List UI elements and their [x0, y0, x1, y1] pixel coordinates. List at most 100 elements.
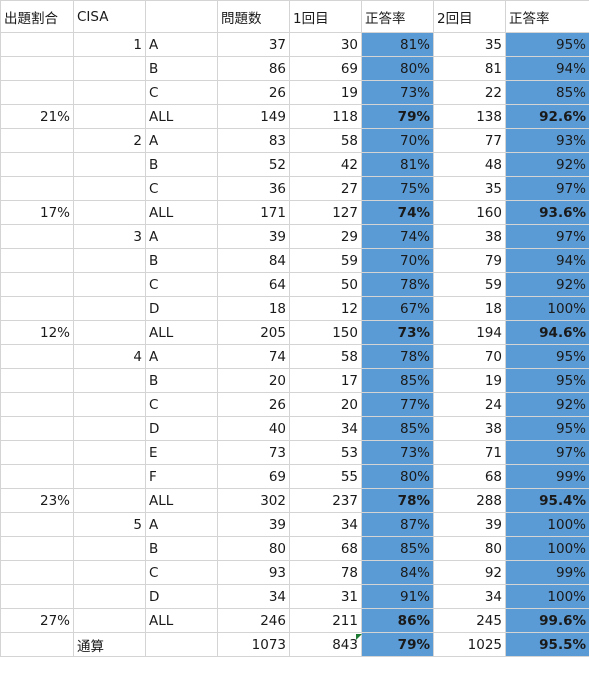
share-cell[interactable] — [0, 584, 74, 609]
count-cell[interactable]: 83 — [217, 128, 290, 153]
round2-cell[interactable]: 138 — [433, 104, 506, 129]
area-cell[interactable]: ALL — [145, 200, 218, 225]
count-cell[interactable]: 26 — [217, 392, 290, 417]
rate2-cell[interactable]: 92.6% — [505, 104, 589, 129]
area-cell[interactable]: C — [145, 272, 218, 297]
share-cell[interactable] — [0, 152, 74, 177]
domain-cell[interactable] — [73, 416, 146, 441]
round2-cell[interactable]: 77 — [433, 128, 506, 153]
domain-cell[interactable] — [73, 296, 146, 321]
header-cell-rate1[interactable]: 正答率 — [361, 0, 434, 33]
header-cell-share[interactable]: 出題割合 — [0, 0, 74, 33]
domain-cell[interactable] — [73, 56, 146, 81]
rate2-cell[interactable]: 95.5% — [505, 632, 589, 657]
header-cell-area[interactable] — [145, 0, 218, 33]
round1-cell[interactable]: 29 — [289, 224, 362, 249]
rate2-cell[interactable]: 92% — [505, 152, 589, 177]
share-cell[interactable] — [0, 128, 74, 153]
round1-cell[interactable]: 211 — [289, 608, 362, 633]
area-cell[interactable]: A — [145, 224, 218, 249]
round1-cell[interactable]: 50 — [289, 272, 362, 297]
share-cell[interactable] — [0, 176, 74, 201]
rate2-cell[interactable]: 100% — [505, 512, 589, 537]
domain-cell[interactable] — [73, 368, 146, 393]
rate1-cell[interactable]: 87% — [361, 512, 434, 537]
rate1-cell[interactable]: 73% — [361, 440, 434, 465]
area-cell[interactable]: C — [145, 176, 218, 201]
rate1-cell[interactable]: 85% — [361, 368, 434, 393]
share-cell[interactable] — [0, 80, 74, 105]
rate2-cell[interactable]: 99% — [505, 560, 589, 585]
count-cell[interactable]: 205 — [217, 320, 290, 345]
round1-cell[interactable]: 34 — [289, 416, 362, 441]
round1-cell[interactable]: 843 — [289, 632, 362, 657]
rate1-cell[interactable]: 73% — [361, 80, 434, 105]
round2-cell[interactable]: 68 — [433, 464, 506, 489]
count-cell[interactable]: 302 — [217, 488, 290, 513]
count-cell[interactable]: 69 — [217, 464, 290, 489]
round1-cell[interactable]: 127 — [289, 200, 362, 225]
round1-cell[interactable]: 20 — [289, 392, 362, 417]
share-cell[interactable] — [0, 56, 74, 81]
round2-cell[interactable]: 79 — [433, 248, 506, 273]
area-cell[interactable] — [145, 632, 218, 657]
rate1-cell[interactable]: 84% — [361, 560, 434, 585]
rate1-cell[interactable]: 70% — [361, 128, 434, 153]
round2-cell[interactable]: 48 — [433, 152, 506, 177]
count-cell[interactable]: 36 — [217, 176, 290, 201]
domain-cell[interactable] — [73, 488, 146, 513]
domain-cell[interactable] — [73, 152, 146, 177]
share-cell[interactable]: 21% — [0, 104, 74, 129]
count-cell[interactable]: 37 — [217, 32, 290, 57]
round2-cell[interactable]: 34 — [433, 584, 506, 609]
area-cell[interactable]: B — [145, 152, 218, 177]
rate2-cell[interactable]: 95% — [505, 416, 589, 441]
rate2-cell[interactable]: 100% — [505, 584, 589, 609]
area-cell[interactable]: C — [145, 560, 218, 585]
rate2-cell[interactable]: 97% — [505, 176, 589, 201]
round2-cell[interactable]: 35 — [433, 32, 506, 57]
share-cell[interactable]: 23% — [0, 488, 74, 513]
domain-cell[interactable] — [73, 440, 146, 465]
rate1-cell[interactable]: 80% — [361, 464, 434, 489]
round2-cell[interactable]: 24 — [433, 392, 506, 417]
rate1-cell[interactable]: 78% — [361, 344, 434, 369]
count-cell[interactable]: 1073 — [217, 632, 290, 657]
rate2-cell[interactable]: 100% — [505, 536, 589, 561]
area-cell[interactable]: A — [145, 512, 218, 537]
header-cell-count[interactable]: 問題数 — [217, 0, 290, 33]
round1-cell[interactable]: 12 — [289, 296, 362, 321]
round1-cell[interactable]: 69 — [289, 56, 362, 81]
round1-cell[interactable]: 58 — [289, 128, 362, 153]
count-cell[interactable]: 52 — [217, 152, 290, 177]
rate1-cell[interactable]: 81% — [361, 152, 434, 177]
round2-cell[interactable]: 160 — [433, 200, 506, 225]
domain-cell[interactable]: 2 — [73, 128, 146, 153]
round2-cell[interactable]: 245 — [433, 608, 506, 633]
round1-cell[interactable]: 59 — [289, 248, 362, 273]
share-cell[interactable] — [0, 224, 74, 249]
count-cell[interactable]: 64 — [217, 272, 290, 297]
round2-cell[interactable]: 92 — [433, 560, 506, 585]
header-cell-round2[interactable]: 2回目 — [433, 0, 506, 33]
domain-cell[interactable] — [73, 392, 146, 417]
round1-cell[interactable]: 78 — [289, 560, 362, 585]
area-cell[interactable]: A — [145, 32, 218, 57]
domain-cell[interactable] — [73, 104, 146, 129]
rate2-cell[interactable]: 99% — [505, 464, 589, 489]
rate2-cell[interactable]: 95% — [505, 344, 589, 369]
domain-cell[interactable] — [73, 176, 146, 201]
count-cell[interactable]: 73 — [217, 440, 290, 465]
share-cell[interactable] — [0, 464, 74, 489]
round2-cell[interactable]: 19 — [433, 368, 506, 393]
domain-cell[interactable] — [73, 80, 146, 105]
area-cell[interactable]: A — [145, 344, 218, 369]
count-cell[interactable]: 26 — [217, 80, 290, 105]
round1-cell[interactable]: 42 — [289, 152, 362, 177]
area-cell[interactable]: D — [145, 416, 218, 441]
round1-cell[interactable]: 55 — [289, 464, 362, 489]
domain-cell[interactable] — [73, 200, 146, 225]
rate1-cell[interactable]: 79% — [361, 632, 434, 657]
round1-cell[interactable]: 19 — [289, 80, 362, 105]
round2-cell[interactable]: 59 — [433, 272, 506, 297]
